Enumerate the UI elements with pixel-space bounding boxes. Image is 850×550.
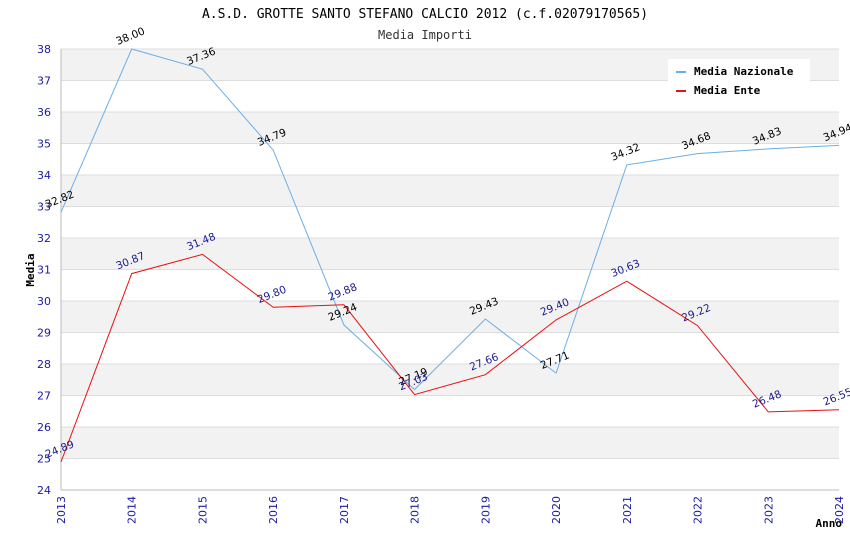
band	[61, 112, 839, 144]
x-tick-label: 2020	[550, 496, 563, 524]
y-tick-label: 33	[37, 201, 51, 214]
series-line-media-nazionale	[60, 48, 840, 391]
series-line-media-ente	[60, 253, 840, 463]
y-tick-label: 36	[37, 106, 51, 119]
band	[61, 364, 839, 396]
y-tick-label: 37	[37, 75, 51, 88]
band	[61, 143, 839, 175]
legend-box	[668, 59, 810, 103]
x-tick-label: 2019	[479, 496, 492, 524]
band	[61, 332, 839, 364]
plot-background-bands	[61, 49, 839, 490]
x-tick-label: 2014	[126, 496, 139, 524]
x-tick-label: 2015	[196, 496, 209, 524]
band	[61, 175, 839, 207]
series-lines	[60, 48, 840, 463]
band	[61, 206, 839, 238]
x-tick-label: 2018	[409, 496, 422, 524]
x-tick-label: 2017	[338, 496, 351, 524]
legend-label-media-nazionale: Media Nazionale	[694, 65, 794, 78]
y-axis-ticks: 24 25 26 27 28 29 30 31 32 33 34 35 36 37 38	[37, 43, 51, 497]
band	[61, 458, 839, 490]
grid-lines	[61, 48, 839, 491]
band	[61, 395, 839, 427]
y-tick-label: 38	[37, 43, 51, 56]
chart-subtitle: Media Importi	[378, 28, 472, 42]
y-tick-label: 34	[37, 169, 51, 182]
y-axis-label: Media	[24, 253, 37, 286]
chart-title: A.S.D. GROTTE SANTO STEFANO CALCIO 2012 …	[202, 7, 648, 22]
x-axis-ticks: 2013 2014 2015 2016 2017 2018 2019 2020 2021 2022…	[55, 496, 846, 524]
y-tick-label: 26	[37, 421, 51, 434]
y-tick-label: 31	[37, 264, 51, 277]
x-tick-label: 2024	[833, 496, 846, 524]
y-tick-label: 28	[37, 358, 51, 371]
y-tick-label: 30	[37, 295, 51, 308]
x-axis-label: Anno	[816, 517, 843, 530]
y-tick-label: 32	[37, 232, 51, 245]
y-tick-label: 24	[37, 484, 51, 497]
x-tick-label: 2016	[267, 496, 280, 524]
legend-label-media-ente: Media Ente	[694, 84, 761, 97]
x-tick-label: 2021	[621, 496, 634, 524]
legend: Media Nazionale Media Ente	[668, 59, 810, 103]
x-tick-label: 2023	[762, 496, 775, 524]
y-tick-label: 29	[37, 327, 51, 340]
y-tick-label: 27	[37, 390, 51, 403]
band	[61, 427, 839, 459]
x-tick-label: 2013	[55, 496, 68, 524]
band	[61, 269, 839, 301]
band	[61, 301, 839, 333]
x-tick-label: 2022	[692, 496, 705, 524]
y-tick-label: 25	[37, 453, 51, 466]
band	[61, 238, 839, 270]
y-tick-label: 35	[37, 138, 51, 151]
data-label: 38.00	[114, 25, 146, 47]
